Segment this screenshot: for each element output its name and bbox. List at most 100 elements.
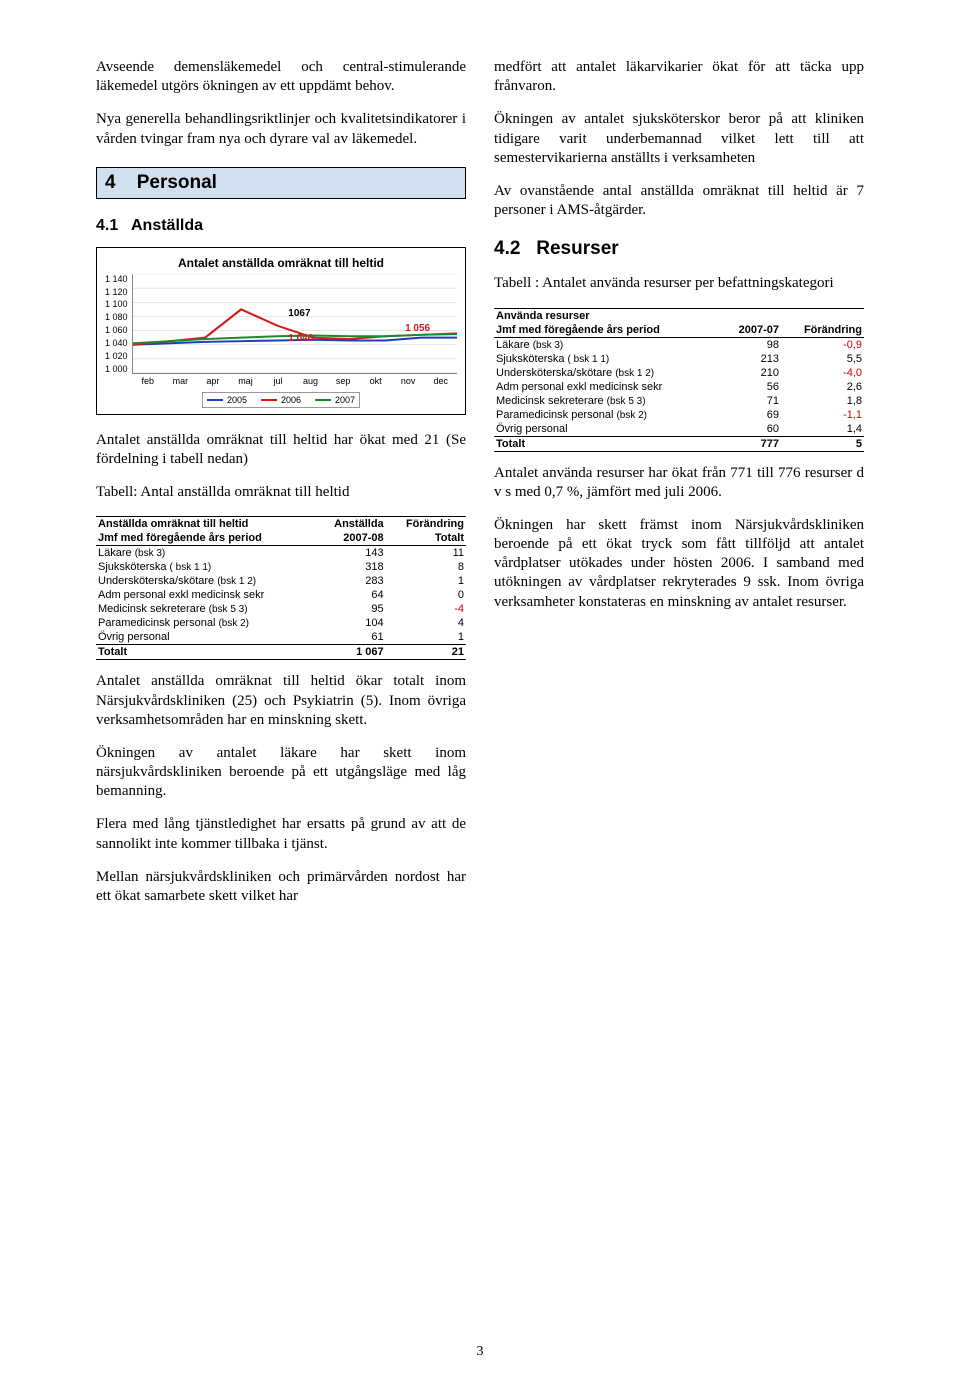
row-label: Adm personal exkl medicinsk sekr	[96, 588, 316, 602]
paragraph: Antalet anställda omräknat till heltid ö…	[96, 672, 466, 730]
row-value-2: -4	[386, 602, 466, 616]
row-value-1: 61	[316, 630, 385, 645]
y-tick-label: 1 020	[105, 351, 128, 361]
row-value-2: 1,4	[781, 422, 864, 437]
legend-label: 2006	[281, 395, 301, 405]
table-row: Sjuksköterska ( bsk 1 1)3188	[96, 560, 466, 574]
legend-swatch	[207, 399, 223, 401]
table-row: Sjuksköterska ( bsk 1 1)2135,5	[494, 352, 864, 366]
row-label: Övrig personal	[96, 630, 316, 645]
section-number: 4	[105, 172, 116, 193]
section-title: Personal	[137, 172, 217, 193]
y-tick-label: 1 040	[105, 338, 128, 348]
th: Använda resurser	[494, 308, 864, 323]
row-value-1: 104	[316, 616, 385, 630]
total-label: Totalt	[494, 436, 722, 451]
chart-area: 1 1401 1201 1001 0801 0601 0401 0201 000…	[105, 274, 457, 386]
y-tick-label: 1 140	[105, 274, 128, 284]
legend-swatch	[315, 399, 331, 401]
subsection-4-1-heading: 4.1 Anställda	[96, 217, 466, 235]
total-value-2: 21	[386, 645, 466, 660]
row-value-2: -4,0	[781, 366, 864, 380]
row-value-2: 11	[386, 546, 466, 561]
th: 2007-07	[722, 323, 781, 338]
row-label: Sjuksköterska ( bsk 1 1)	[96, 560, 316, 574]
row-value-1: 69	[722, 408, 781, 422]
row-label: Sjuksköterska ( bsk 1 1)	[494, 352, 722, 366]
total-value-2: 5	[781, 436, 864, 451]
row-value-1: 95	[316, 602, 385, 616]
th: Jmf med föregående års period	[494, 323, 722, 338]
chart-annotation: 1 056	[405, 323, 430, 334]
x-tick-label: dec	[424, 376, 457, 386]
table-row: Övrig personal611	[96, 630, 466, 645]
table-row: Paramedicinsk personal (bsk 2)1044	[96, 616, 466, 630]
total-value-1: 1 067	[316, 645, 385, 660]
left-column: Avseende demensläkemedel och central-sti…	[96, 58, 466, 920]
x-tick-label: maj	[229, 376, 262, 386]
resources-table: Använda resurser Jmf med föregående års …	[494, 308, 864, 452]
row-value-2: 1,8	[781, 394, 864, 408]
row-label: Läkare (bsk 3)	[494, 337, 722, 352]
subsection-4-2-heading: 4.2 Resurser	[494, 238, 864, 260]
table-total-row: Totalt7775	[494, 436, 864, 451]
table-row: Läkare (bsk 3)98-0,9	[494, 337, 864, 352]
table-row: Undersköterska/skötare (bsk 1 2)2831	[96, 574, 466, 588]
table-row: Undersköterska/skötare (bsk 1 2)210-4,0	[494, 366, 864, 380]
row-label: Medicinsk sekreterare (bsk 5 3)	[96, 602, 316, 616]
row-label: Undersköterska/skötare (bsk 1 2)	[96, 574, 316, 588]
row-value-2: 8	[386, 560, 466, 574]
legend-item: 2006	[261, 395, 301, 405]
section-4-heading: 4 Personal	[96, 167, 466, 199]
paragraph: Ökningen av antalet läkare har skett ino…	[96, 744, 466, 802]
page-number: 3	[0, 1344, 960, 1360]
legend-item: 2007	[315, 395, 355, 405]
row-value-1: 213	[722, 352, 781, 366]
th: Förändring	[386, 517, 466, 532]
row-label: Läkare (bsk 3)	[96, 546, 316, 561]
row-label: Adm personal exkl medicinsk sekr	[494, 380, 722, 394]
row-value-1: 60	[722, 422, 781, 437]
row-label: Paramedicinsk personal (bsk 2)	[96, 616, 316, 630]
row-value-1: 318	[316, 560, 385, 574]
x-tick-label: aug	[294, 376, 327, 386]
table-total-row: Totalt1 06721	[96, 645, 466, 660]
y-tick-label: 1 000	[105, 364, 128, 374]
row-value-2: -0,9	[781, 337, 864, 352]
paragraph: Mellan närsjukvårdskliniken och primärvå…	[96, 868, 466, 906]
table2-caption: Tabell : Antalet använda resurser per be…	[494, 274, 864, 293]
two-column-layout: Avseende demensläkemedel och central-sti…	[96, 58, 864, 920]
table1-caption: Tabell: Antal anställda omräknat till he…	[96, 483, 466, 502]
y-tick-label: 1 080	[105, 312, 128, 322]
th: 2007-08	[316, 531, 385, 546]
paragraph: Ökningen av antalet sjuksköterskor beror…	[494, 110, 864, 168]
x-tick-label: jul	[262, 376, 295, 386]
table-row: Övrig personal601,4	[494, 422, 864, 437]
row-value-2: 2,6	[781, 380, 864, 394]
paragraph: Antalet anställda omräknat till heltid h…	[96, 431, 466, 469]
paragraph: Antalet använda resurser har ökat från 7…	[494, 464, 864, 502]
chart-annotation: 1 046	[288, 333, 313, 344]
right-column: medfört att antalet läkarvikarier ökat f…	[494, 58, 864, 920]
x-tick-label: nov	[392, 376, 425, 386]
total-label: Totalt	[96, 645, 316, 660]
table-row: Paramedicinsk personal (bsk 2)69-1,1	[494, 408, 864, 422]
paragraph: Ökningen har skett främst inom Närsjukvå…	[494, 516, 864, 612]
subsection-title: Resurser	[536, 238, 618, 259]
row-label: Övrig personal	[494, 422, 722, 437]
x-tick-label: okt	[359, 376, 392, 386]
paragraph: Flera med lång tjänstledighet har ersatt…	[96, 815, 466, 853]
table-row: Adm personal exkl medicinsk sekr562,6	[494, 380, 864, 394]
table-row: Medicinsk sekreterare (bsk 5 3)95-4	[96, 602, 466, 616]
total-value-1: 777	[722, 436, 781, 451]
table-row: Adm personal exkl medicinsk sekr640	[96, 588, 466, 602]
row-value-2: 0	[386, 588, 466, 602]
row-value-1: 143	[316, 546, 385, 561]
row-value-2: 5,5	[781, 352, 864, 366]
y-axis: 1 1401 1201 1001 0801 0601 0401 0201 000	[105, 274, 132, 374]
legend-label: 2005	[227, 395, 247, 405]
row-value-2: 1	[386, 574, 466, 588]
employees-table: Anställda omräknat till heltid Anställda…	[96, 516, 466, 660]
table-row: Medicinsk sekreterare (bsk 5 3)711,8	[494, 394, 864, 408]
x-tick-label: apr	[197, 376, 230, 386]
